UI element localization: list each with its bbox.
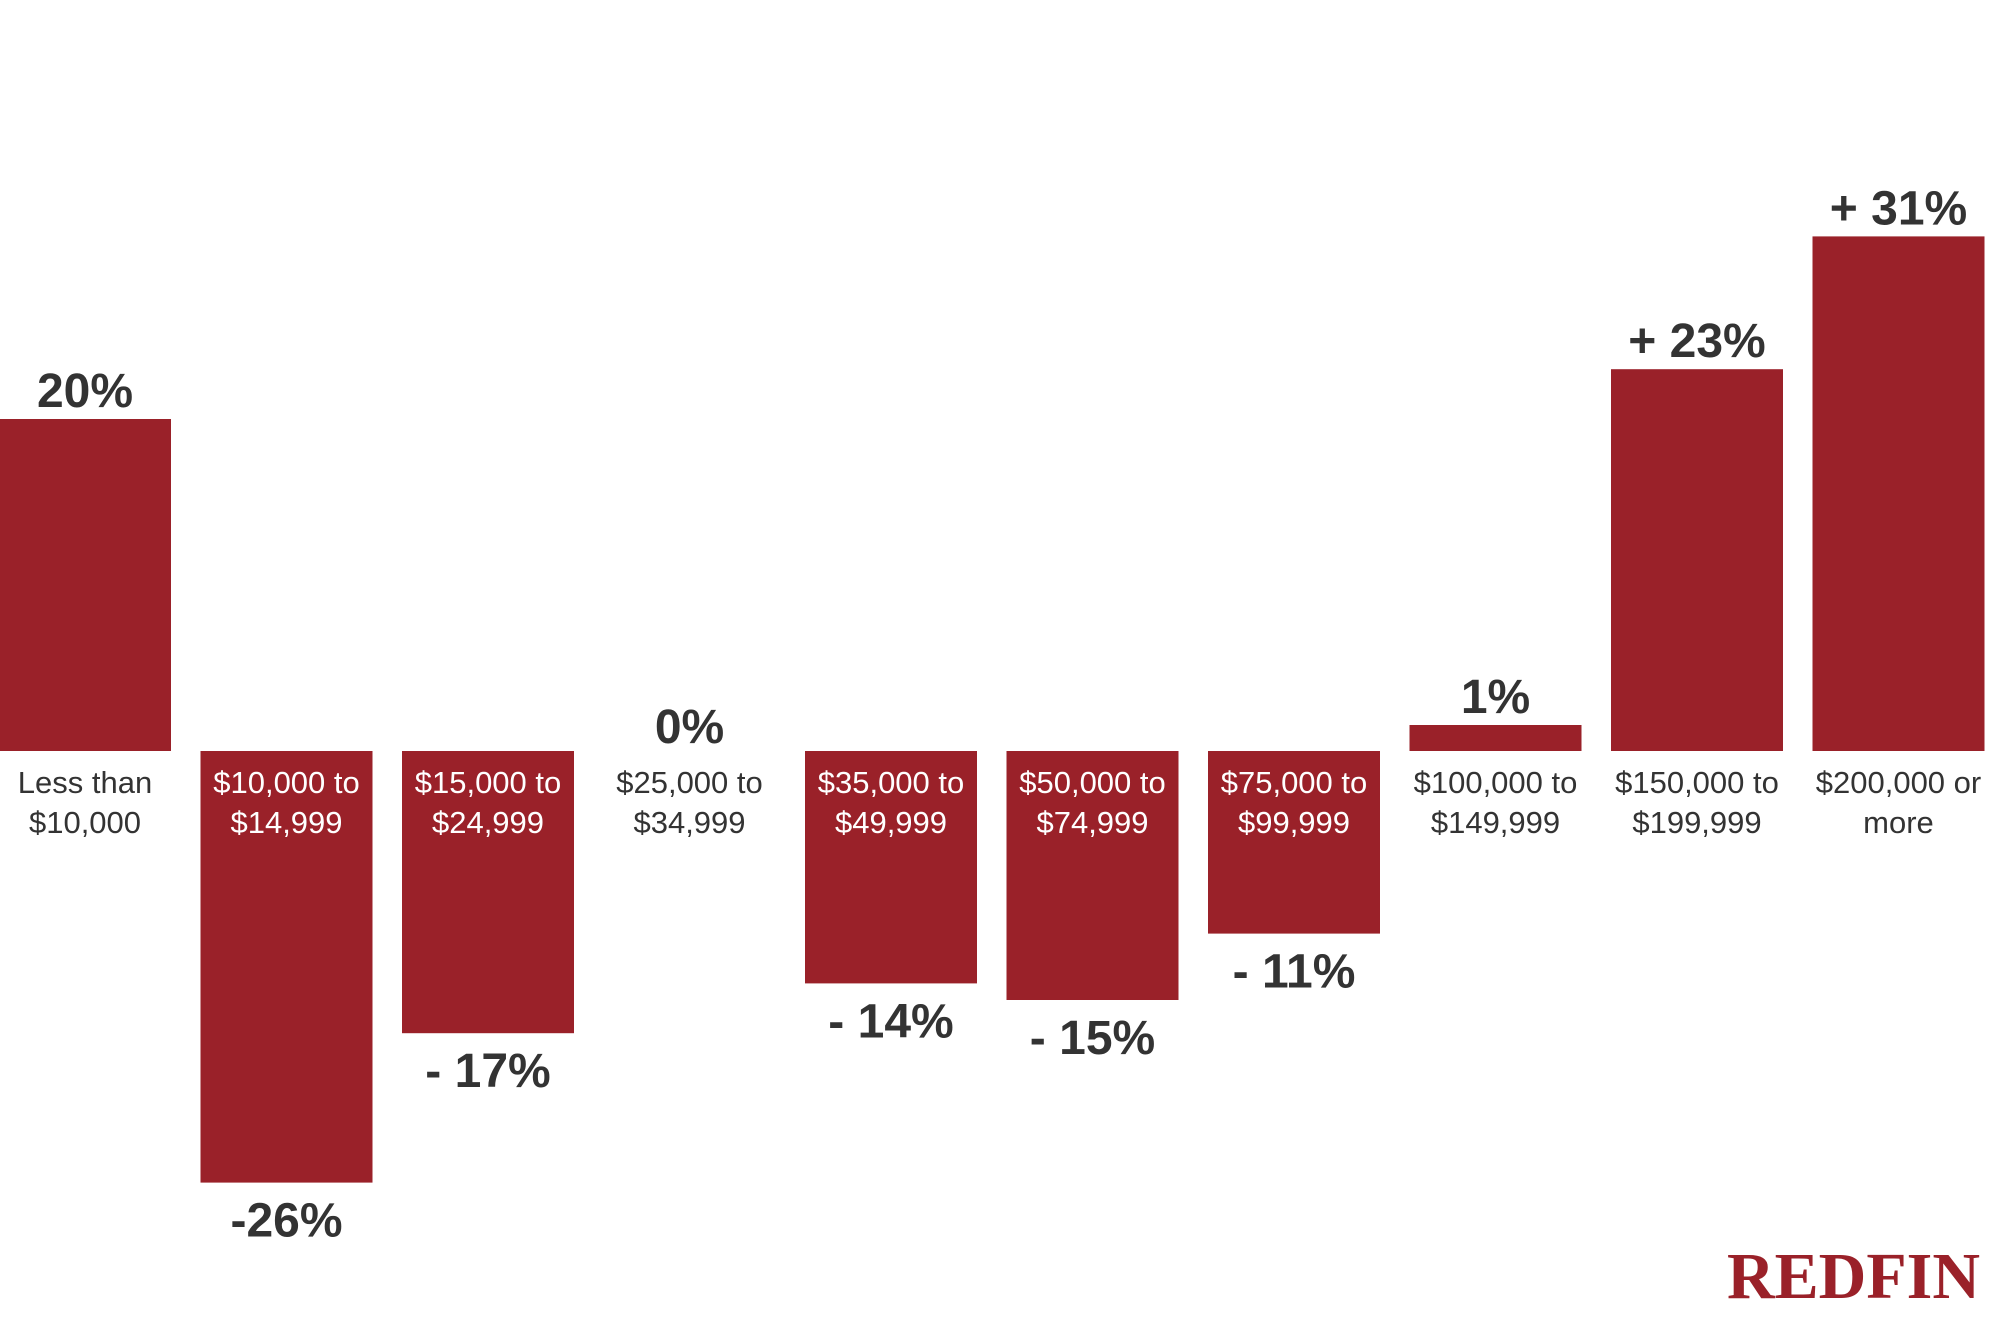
- bar-less-than-10-000: [0, 419, 171, 751]
- category-label-line: $74,999: [1036, 805, 1148, 840]
- value-labels-group: 20% -26% - 17% 0% - 14% - 15% - 11% 1% + 23% + 31…: [37, 182, 1967, 1247]
- category-label-10-000-to-14-999: $10,000 to $14,999: [213, 765, 360, 840]
- value-label-150-000-to-199-999: + 23%: [1628, 315, 1765, 368]
- category-label-line: Less than: [18, 765, 152, 800]
- value-label-75-000-to-99-999: - 11%: [1233, 946, 1356, 999]
- bar-10-000-to-14-999: [200, 751, 373, 1183]
- category-label-line: $199,999: [1632, 805, 1761, 840]
- category-label-line: $150,000 to: [1615, 765, 1779, 800]
- value-label-15-000-to-24-999: - 17%: [425, 1045, 550, 1098]
- bar-15-000-to-24-999: [402, 751, 574, 1034]
- category-label-line: $10,000 to: [213, 765, 360, 800]
- category-label-100-000-to-149-999: $100,000 to $149,999: [1414, 765, 1578, 840]
- bars-group: [0, 236, 1985, 1183]
- category-label-50-000-to-74-999: $50,000 to $74,999: [1019, 765, 1166, 840]
- bar-200-000-or-more: [1812, 236, 1985, 751]
- category-label-line: $149,999: [1431, 805, 1560, 840]
- category-label-75-000-to-99-999: $75,000 to $99,999: [1221, 765, 1368, 840]
- category-label-line: $75,000 to: [1221, 765, 1368, 800]
- redfin-logo: REDFIN: [1727, 1240, 1980, 1313]
- bar-35-000-to-49-999: [805, 751, 977, 984]
- category-label-150-000-to-199-999: $150,000 to $199,999: [1615, 765, 1779, 840]
- category-label-line: $35,000 to: [818, 765, 965, 800]
- category-label-less-than-10-000: Less than $10,000: [18, 765, 152, 840]
- category-label-line: $99,999: [1238, 805, 1350, 840]
- category-labels-group: Less than $10,000 $10,000 to $14,999 $15,000…: [18, 765, 1981, 840]
- value-label-100-000-to-149-999: 1%: [1461, 671, 1530, 724]
- value-label-10-000-to-14-999: -26%: [230, 1195, 342, 1248]
- category-label-line: $25,000 to: [616, 765, 763, 800]
- bar-75-000-to-99-999: [1208, 751, 1380, 934]
- category-label-line: more: [1863, 805, 1934, 840]
- category-label-line: $15,000 to: [415, 765, 562, 800]
- bar-100-000-to-149-999: [1409, 725, 1582, 751]
- category-label-line: $10,000: [29, 805, 141, 840]
- category-label-25-000-to-34-999: $25,000 to $34,999: [616, 765, 763, 840]
- category-label-line: $100,000 to: [1414, 765, 1578, 800]
- category-label-line: $24,999: [432, 805, 544, 840]
- category-label-line: $200,000 or: [1816, 765, 1981, 800]
- value-label-50-000-to-74-999: - 15%: [1030, 1012, 1155, 1065]
- bar-150-000-to-199-999: [1611, 369, 1783, 751]
- category-label-200-000-or-more: $200,000 or more: [1816, 765, 1981, 840]
- category-label-15-000-to-24-999: $15,000 to $24,999: [415, 765, 562, 840]
- value-label-35-000-to-49-999: - 14%: [828, 995, 953, 1048]
- value-label-25-000-to-34-999: 0%: [655, 701, 724, 754]
- category-label-line: $49,999: [835, 805, 947, 840]
- category-label-line: $50,000 to: [1019, 765, 1166, 800]
- value-label-200-000-or-more: + 31%: [1830, 182, 1967, 235]
- category-label-line: $14,999: [230, 805, 342, 840]
- category-label-35-000-to-49-999: $35,000 to $49,999: [818, 765, 965, 840]
- bar-50-000-to-74-999: [1006, 751, 1179, 1000]
- category-label-line: $34,999: [633, 805, 745, 840]
- value-label-less-than-10-000: 20%: [37, 365, 133, 418]
